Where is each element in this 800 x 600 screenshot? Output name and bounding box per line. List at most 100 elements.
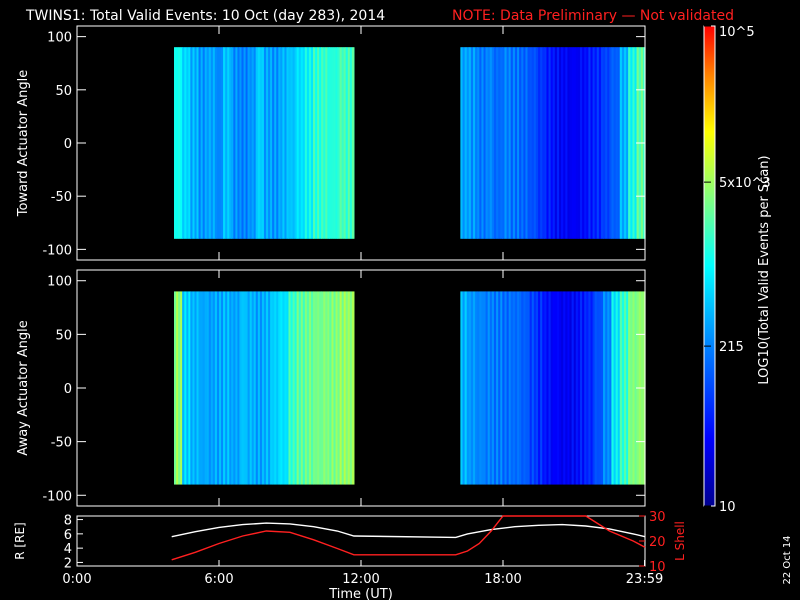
heatmap-stripe	[619, 291, 623, 485]
heatmap-stripe	[565, 47, 568, 239]
heatmap-stripe	[531, 47, 535, 239]
heatmap-stripe	[605, 47, 608, 239]
heatmap-stripe	[586, 291, 589, 485]
heatmap-stripe	[502, 291, 505, 485]
heatmap-stripe	[556, 291, 560, 485]
y-tick-label: -50	[51, 436, 72, 451]
heatmap-stripe	[241, 291, 244, 485]
heatmap-stripe	[517, 47, 520, 239]
heatmap-stripe	[493, 291, 497, 485]
heatmap-stripe	[306, 291, 310, 485]
y-tick-label: -50	[51, 190, 72, 205]
heatmap-stripe	[341, 47, 344, 239]
heatmap-stripe	[286, 47, 289, 239]
heatmap-stripe	[313, 291, 316, 485]
heatmap-stripe	[261, 291, 265, 485]
heatmap-stripe	[270, 47, 273, 239]
heatmap-stripe	[550, 291, 553, 485]
heatmap-stripe	[554, 47, 558, 239]
heatmap-stripe	[500, 47, 503, 239]
heatmap-stripe	[552, 291, 556, 485]
heatmap-stripe	[347, 47, 351, 239]
heatmap-stripe	[554, 291, 558, 485]
heatmap-stripe	[582, 291, 585, 485]
heatmap-stripe	[229, 47, 232, 239]
heatmap-stripe	[190, 291, 193, 485]
heatmap-stripe	[223, 47, 226, 239]
heatmap-stripe	[315, 291, 318, 485]
heatmap-stripe	[556, 47, 560, 239]
heatmap-stripe	[341, 291, 344, 485]
heatmap-stripe	[225, 47, 228, 239]
heatmap-stripe	[468, 291, 472, 485]
heatmap-stripe	[221, 291, 224, 485]
y-tick-label: 0	[64, 137, 72, 152]
heatmap-stripe	[202, 291, 205, 485]
heatmap-stripe	[479, 47, 482, 239]
y-tick-label: 0	[64, 382, 72, 397]
heatmap-stripe	[558, 291, 562, 485]
heatmap-stripe	[210, 291, 214, 485]
heatmap-stripe	[563, 47, 566, 239]
heatmap-stripe	[508, 47, 512, 239]
heatmap-stripe	[613, 291, 616, 485]
heatmap-stripe	[268, 47, 271, 239]
heatmap-stripe	[347, 291, 351, 485]
heatmap-stripe	[575, 291, 579, 485]
heatmap-stripe	[216, 291, 220, 485]
heatmap-stripe	[274, 47, 277, 239]
heatmap-stripe	[233, 47, 236, 239]
heatmap-stripe	[315, 47, 318, 239]
heatmap-stripe	[544, 291, 547, 485]
heatmap-stripe	[321, 47, 324, 239]
heatmap-stripe	[491, 47, 495, 239]
heatmap-stripe	[592, 291, 595, 485]
heatmap-stripe	[351, 47, 355, 239]
heatmap-stripe	[487, 291, 491, 485]
heatmap-stripe	[621, 291, 625, 485]
heatmap-stripe	[200, 47, 203, 239]
heatmap-stripe	[603, 47, 606, 239]
heatmap-stripe	[483, 291, 486, 485]
y-tick-label-right: 10	[649, 560, 666, 575]
heatmap-stripe	[317, 47, 320, 239]
y-tick-label: 8	[64, 514, 72, 529]
heatmap-stripe	[510, 47, 514, 239]
heatmap-stripe	[619, 47, 623, 239]
heatmap-stripe	[598, 47, 602, 239]
heatmap-stripe	[333, 291, 336, 485]
heatmap-stripe	[261, 47, 265, 239]
heatmap-stripe	[243, 47, 246, 239]
heatmap-stripe	[517, 291, 520, 485]
heatmap-stripe	[615, 291, 619, 485]
heatmap-stripe	[542, 291, 545, 485]
heatmap-stripe	[304, 47, 308, 239]
heatmap-stripe	[323, 291, 326, 485]
heatmap-stripe	[284, 291, 287, 485]
note-text: NOTE: Data Preliminary — Not validated	[452, 8, 734, 24]
heatmap-stripe	[472, 291, 476, 485]
heatmap-stripe	[239, 291, 242, 485]
heatmap-stripe	[235, 47, 238, 239]
heatmap-stripe	[196, 291, 199, 485]
heatmap-stripe	[180, 291, 183, 485]
heatmap-stripe	[180, 47, 183, 239]
heatmap-stripe	[257, 47, 261, 239]
y-tick-label-right: 20	[649, 535, 666, 550]
heatmap-stripe	[617, 291, 621, 485]
heatmap-stripe	[510, 291, 514, 485]
heatmap-stripe	[628, 291, 631, 485]
heatmap-stripe	[584, 291, 587, 485]
heatmap-stripe	[573, 291, 577, 485]
heatmap-stripe	[204, 291, 208, 485]
heatmap-stripe	[609, 291, 612, 485]
heatmap-stripe	[214, 47, 218, 239]
heatmap-stripe	[630, 47, 633, 239]
heatmap-stripe	[182, 291, 185, 485]
heatmap-stripe	[192, 291, 195, 485]
heatmap-stripe	[533, 47, 537, 239]
heatmap-stripe	[477, 291, 480, 485]
heatmap-stripe	[579, 291, 583, 485]
heatmap-stripe	[533, 291, 537, 485]
